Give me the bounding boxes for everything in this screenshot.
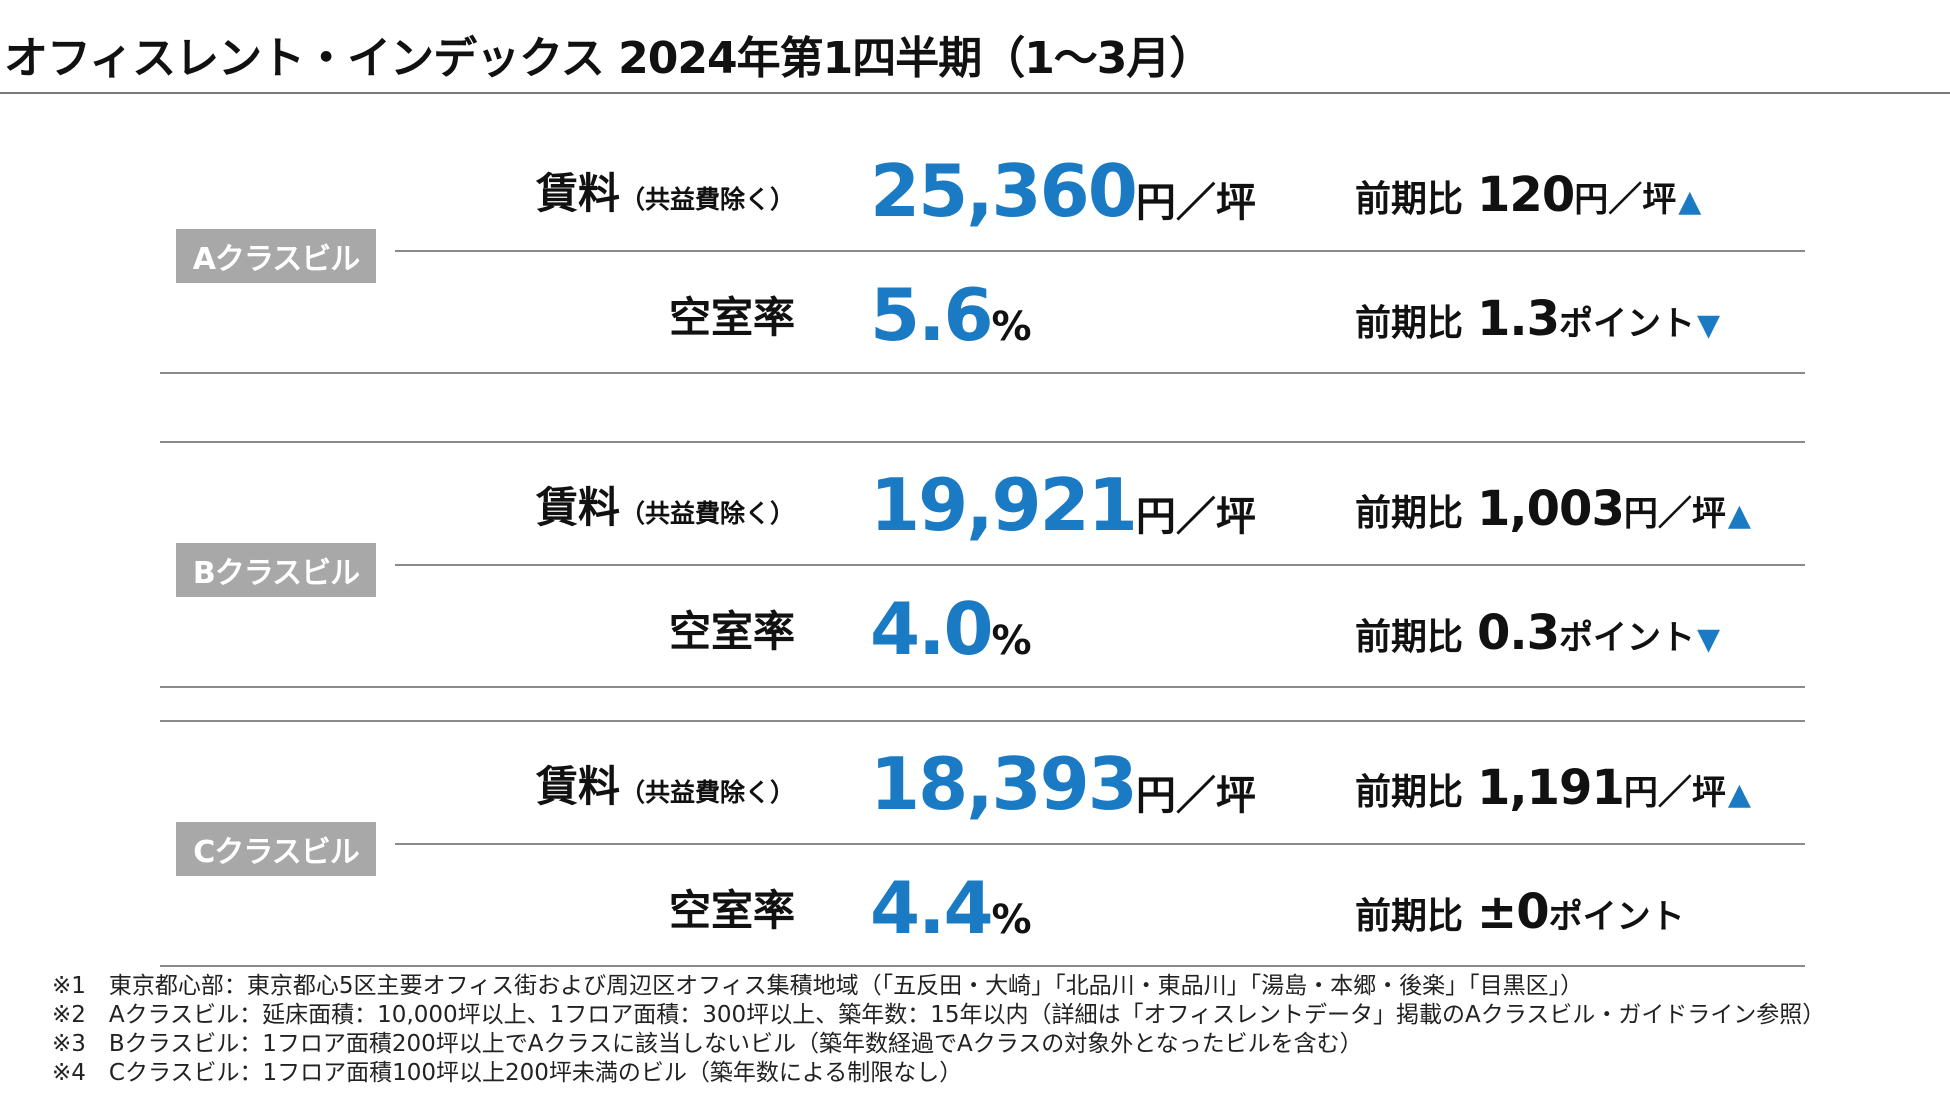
rent-unit: 円／坪 [1135,773,1256,819]
section-mid-rule [395,564,1805,566]
cmp-value: 120 [1477,167,1575,223]
vacancy-comparison: 前期比 1.3ポイント▼ [1355,291,1720,347]
cmp-label: 前期比 [1355,617,1464,658]
rent-row: 賃料（共益費除く） 19,921円／坪 前期比 1,003円／坪▲ [160,449,1805,559]
vacancy-comparison: 前期比 0.3ポイント▼ [1355,605,1720,661]
vacancy-value: 5.6% [870,273,1032,357]
rent-value: 25,360円／坪 [870,149,1256,233]
rent-metric: 賃料（共益費除く） [535,483,795,532]
down-arrow-icon: ▼ [1697,308,1721,343]
section-mid-rule [395,843,1805,845]
footnote: ※1 東京都心部：東京都心5区主要オフィス街および周辺区オフィス集積地域（「五反… [52,973,1584,999]
up-arrow-icon: ▲ [1727,777,1751,812]
cmp-value: 1.3 [1477,291,1560,347]
cmp-value: 1,003 [1477,481,1625,537]
rent-row: 賃料（共益費除く） 25,360円／坪 前期比 120円／坪▲ [160,135,1805,245]
section-top-rule [160,441,1805,443]
cmp-unit: ポイント [1559,618,1696,658]
class-label: Aクラスビル [176,229,376,283]
section-bottom-rule [160,965,1805,967]
vacancy-metric: 空室率 [668,607,795,656]
section-bottom-rule [160,686,1805,688]
cmp-label: 前期比 [1355,493,1464,534]
section-top-rule [160,720,1805,722]
section-a-class: Aクラスビル 賃料（共益費除く） 25,360円／坪 前期比 120円／坪▲ 空室… [160,127,1805,374]
footnotes: ※1 東京都心部：東京都心5区主要オフィス街および周辺区オフィス集積地域（「五反… [52,972,1825,1088]
rent-note: （共益費除く） [619,185,795,214]
vacancy-comparison: 前期比 ±0ポイント [1355,884,1687,940]
footnote: ※3 Bクラスビル：1フロア面積200坪以上でAクラスに該当しないビル（築年数経… [52,1031,1363,1057]
rent-unit: 円／坪 [1135,180,1256,226]
cmp-unit: 円／坪 [1574,180,1677,220]
rent-row: 賃料（共益費除く） 18,393円／坪 前期比 1,191円／坪▲ [160,728,1805,838]
rent-value: 18,393円／坪 [870,742,1256,826]
vacancy-unit: % [991,897,1032,943]
rent-note: （共益費除く） [619,778,795,807]
cmp-unit: 円／坪 [1623,773,1726,813]
cmp-value: 0.3 [1477,605,1560,661]
vacancy-value: 4.4% [870,866,1032,950]
page-title: オフィスレント・インデックス 2024年第1四半期（1〜3月） [4,33,1213,84]
rent-comparison: 前期比 1,191円／坪▲ [1355,760,1751,816]
rent-metric: 賃料（共益費除く） [535,762,795,811]
section-b-class: Bクラスビル 賃料（共益費除く） 19,921円／坪 前期比 1,003円／坪▲ … [160,441,1805,688]
up-arrow-icon: ▲ [1727,498,1751,533]
rent-note: （共益費除く） [619,499,795,528]
vacancy-metric: 空室率 [668,293,795,342]
vacancy-row: 空室率 5.6% 前期比 1.3ポイント▼ [160,259,1805,369]
cmp-label: 前期比 [1355,303,1464,344]
cmp-label: 前期比 [1355,772,1464,813]
rent-metric: 賃料（共益費除く） [535,169,795,218]
class-label: Cクラスビル [176,822,376,876]
footnote: ※4 Cクラスビル：1フロア面積100坪以上200坪未満のビル（築年数による制限… [52,1060,963,1086]
vacancy-metric: 空室率 [668,886,795,935]
section-bottom-rule [160,372,1805,374]
cmp-value: ±0 [1477,884,1550,940]
rent-unit: 円／坪 [1135,494,1256,540]
vacancy-row: 空室率 4.4% 前期比 ±0ポイント [160,852,1805,962]
vacancy-value: 4.0% [870,587,1032,671]
cmp-label: 前期比 [1355,896,1464,937]
rent-value: 19,921円／坪 [870,463,1256,547]
vacancy-row: 空室率 4.0% 前期比 0.3ポイント▼ [160,573,1805,683]
cmp-value: 1,191 [1477,760,1625,816]
cmp-unit: ポイント [1548,897,1685,937]
cmp-label: 前期比 [1355,179,1464,220]
title-divider [0,92,1950,94]
rent-comparison: 前期比 1,003円／坪▲ [1355,481,1751,537]
cmp-unit: 円／坪 [1623,494,1726,534]
section-c-class: Cクラスビル 賃料（共益費除く） 18,393円／坪 前期比 1,191円／坪▲ … [160,720,1805,967]
rent-comparison: 前期比 120円／坪▲ [1355,167,1701,223]
footnote: ※2 Aクラスビル：延床面積：10,000坪以上、1フロア面積：300坪以上、築… [52,1002,1826,1028]
up-arrow-icon: ▲ [1678,184,1702,219]
class-label: Bクラスビル [176,543,376,597]
section-mid-rule [395,250,1805,252]
vacancy-unit: % [991,618,1032,664]
cmp-unit: ポイント [1559,304,1696,344]
down-arrow-icon: ▼ [1697,622,1721,657]
vacancy-unit: % [991,304,1032,350]
